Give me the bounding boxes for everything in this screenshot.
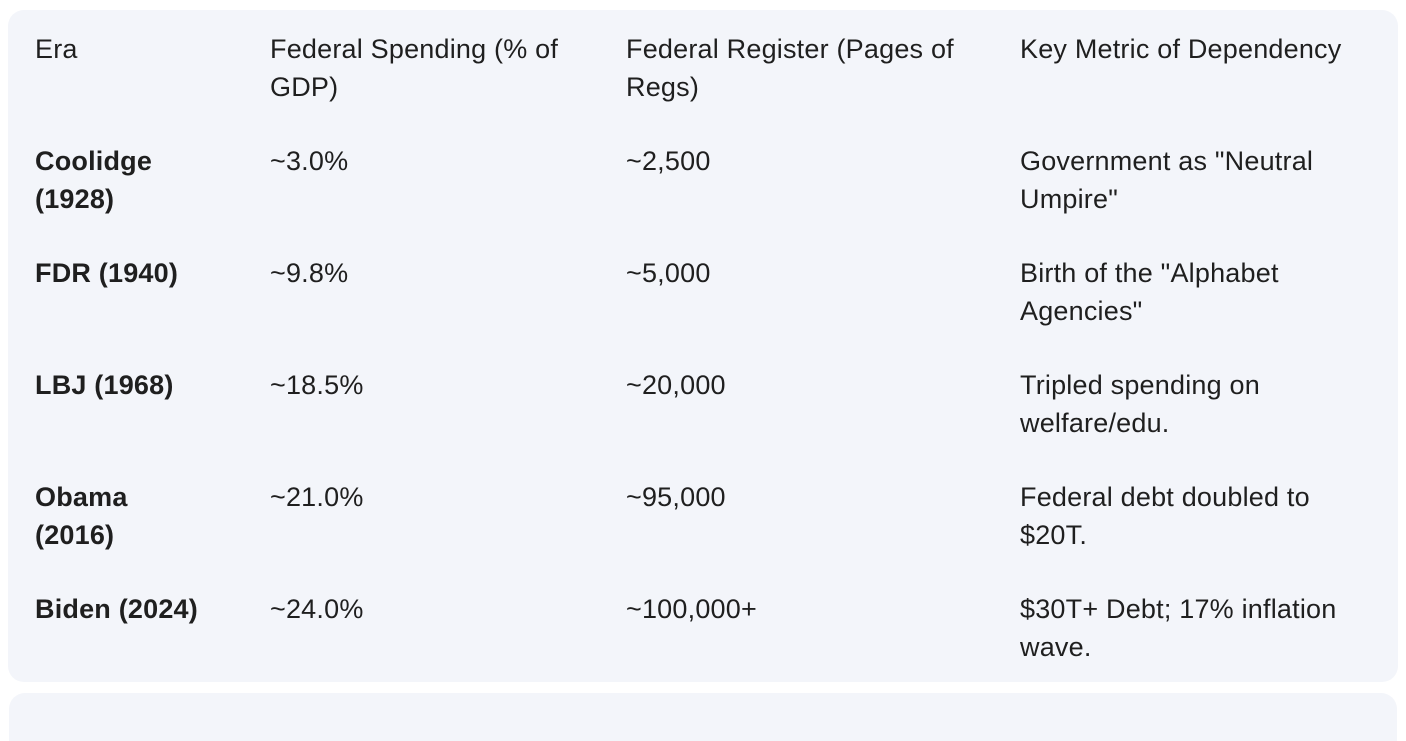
cell-federal-spending: ~24.0% (270, 594, 364, 624)
column-header-era: Era (35, 34, 78, 64)
cell-federal-spending: ~9.8% (270, 258, 349, 288)
cell-era: LBJ (1968) (35, 370, 174, 400)
cell-federal-spending: ~21.0% (270, 482, 364, 512)
cell-federal-register: ~95,000 (626, 482, 726, 512)
era-dependency-table: Era Federal Spending (% of GDP) Federal … (8, 10, 1398, 682)
cell-federal-register: ~20,000 (626, 370, 726, 400)
cell-federal-spending: ~3.0% (270, 146, 349, 176)
cell-key-metric: Tripled spending on welfare/edu. (1020, 370, 1260, 438)
cell-era: Biden (2024) (35, 594, 198, 624)
cell-era: Obama (2016) (35, 482, 128, 550)
cell-key-metric: $30T+ Debt; 17% inflation wave. (1020, 594, 1337, 662)
cell-federal-spending: ~18.5% (270, 370, 364, 400)
column-header-federal-spending: Federal Spending (% of GDP) (270, 34, 559, 102)
column-header-federal-register: Federal Register (Pages of Regs) (626, 34, 954, 102)
cell-era: FDR (1940) (35, 258, 179, 288)
cell-key-metric: Government as "Neutral Umpire" (1020, 146, 1314, 214)
cell-federal-register: ~2,500 (626, 146, 711, 176)
cell-era: Coolidge (1928) (35, 146, 153, 214)
next-card-partial (9, 693, 1397, 741)
era-dependency-table-card: Era Federal Spending (% of GDP) Federal … (8, 10, 1398, 682)
cell-key-metric: Birth of the "Alphabet Agencies" (1020, 258, 1279, 326)
column-header-key-metric: Key Metric of Dependency (1020, 34, 1342, 64)
cell-key-metric: Federal debt doubled to $20T. (1020, 482, 1310, 550)
cell-federal-register: ~5,000 (626, 258, 711, 288)
cell-federal-register: ~100,000+ (626, 594, 757, 624)
